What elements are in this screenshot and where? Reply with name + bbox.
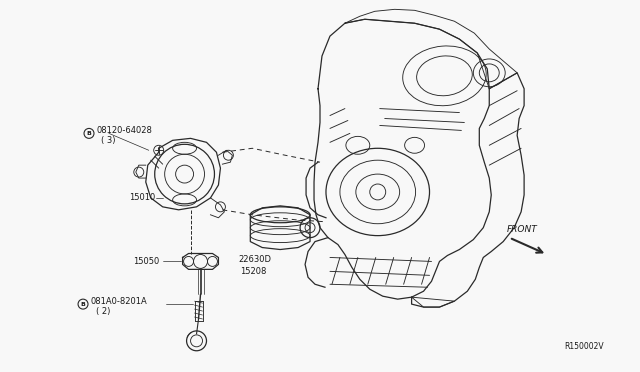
Text: 15010: 15010 <box>129 193 155 202</box>
Text: 15208: 15208 <box>241 267 267 276</box>
Text: B: B <box>81 302 86 307</box>
Text: R150002V: R150002V <box>564 342 604 351</box>
Text: ( 2): ( 2) <box>96 307 110 315</box>
Text: FRONT: FRONT <box>507 225 538 234</box>
Text: B: B <box>86 131 92 136</box>
Text: ( 3): ( 3) <box>101 136 115 145</box>
Text: 081A0-8201A: 081A0-8201A <box>91 296 148 306</box>
Text: 08120-64028: 08120-64028 <box>97 126 153 135</box>
Text: 22630D: 22630D <box>238 255 271 264</box>
Text: 15050: 15050 <box>133 257 159 266</box>
